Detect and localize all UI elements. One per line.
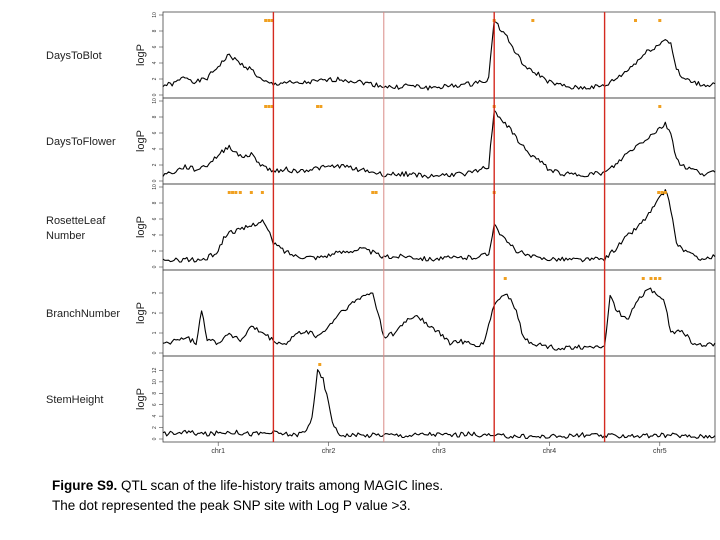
chromosome-label: chr5 xyxy=(653,448,667,455)
y-axis-label: logP xyxy=(135,44,147,66)
caption-line1: QTL scan of the life-history traits amon… xyxy=(117,478,444,493)
panel-frame xyxy=(162,11,716,99)
caption-line2: The dot represented the peak SNP site wi… xyxy=(52,498,411,513)
y-tick-label: 0 xyxy=(152,437,158,440)
y-axis-label: logP xyxy=(135,302,147,324)
y-tick-label: 2 xyxy=(152,426,158,429)
chromosome-label: chr3 xyxy=(432,448,446,455)
y-tick-label: 4 xyxy=(152,147,158,150)
panel-frame xyxy=(162,97,716,185)
panel-daystoflower: DaysToFlower logP 0 2 4 6 8 10 xyxy=(46,97,716,185)
panel-frame xyxy=(162,355,716,443)
peak-dot xyxy=(260,191,264,194)
y-axis-label: logP xyxy=(135,130,147,152)
peak-dot xyxy=(270,19,274,22)
chromosome-boundaries xyxy=(272,12,606,442)
peak-dot xyxy=(319,105,323,108)
chromosome-label: chr4 xyxy=(543,448,557,455)
panel-branchnumber: BranchNumber logP 0 1 2 3 xyxy=(46,269,716,357)
trait-label: StemHeight xyxy=(46,394,103,406)
peak-dot xyxy=(663,191,667,194)
figure-caption: Figure S9. QTL scan of the life-history … xyxy=(52,476,692,516)
y-tick-label: 6 xyxy=(152,131,158,134)
y-tick-label: 0 xyxy=(152,351,158,354)
y-tick-label: 1 xyxy=(152,331,158,334)
y-tick-label: 2 xyxy=(152,77,158,80)
trait-label: Number xyxy=(46,230,85,242)
trait-label: DaysToBlot xyxy=(46,50,102,62)
y-tick-label: 0 xyxy=(152,93,158,96)
peak-dot xyxy=(231,191,235,194)
y-tick-label: 4 xyxy=(152,61,158,64)
chromosome-label: chr1 xyxy=(211,448,225,455)
trait-label: BranchNumber xyxy=(46,308,120,320)
x-axis: chr1 chr2 chr3 chr4 chr5 xyxy=(211,442,667,455)
peak-dot xyxy=(270,105,274,108)
trait-label: DaysToFlower xyxy=(46,136,116,148)
peak-dot xyxy=(653,277,657,280)
peak-dot xyxy=(374,191,378,194)
y-tick-label: 0 xyxy=(152,179,158,182)
peak-dot xyxy=(658,105,662,108)
y-axis-label: logP xyxy=(135,216,147,238)
y-tick-label: 2 xyxy=(152,249,158,252)
peak-dot xyxy=(531,19,535,22)
y-tick-label: 8 xyxy=(152,392,158,395)
qtl-curve xyxy=(162,369,716,440)
y-tick-label: 3 xyxy=(152,291,158,294)
panel-daystoblot: DaysToBlot logP 0 2 4 6 8 10 xyxy=(46,11,716,99)
peak-dot xyxy=(249,191,253,194)
panel-frame xyxy=(162,269,716,357)
peak-dot xyxy=(227,191,231,194)
peak-dot xyxy=(318,363,322,366)
peak-dot xyxy=(371,191,375,194)
y-tick-label: 12 xyxy=(152,367,158,373)
peak-dot xyxy=(658,277,662,280)
panel-frame xyxy=(162,183,716,271)
peak-dot xyxy=(658,19,662,22)
y-tick-label: 4 xyxy=(152,415,158,418)
y-tick-label: 8 xyxy=(152,29,158,32)
y-tick-label: 8 xyxy=(152,115,158,118)
panel-rosetteleafnumber: RosetteLeaf Number logP 0 2 4 6 8 10 xyxy=(46,183,716,271)
caption-label: Figure S9. xyxy=(52,478,118,493)
y-tick-label: 10 xyxy=(152,98,158,104)
panel-stemheight: StemHeight logP 0 2 4 6 8 10 12 xyxy=(46,355,716,443)
peak-dot xyxy=(641,277,645,280)
peak-dot xyxy=(657,191,661,194)
y-tick-label: 6 xyxy=(152,217,158,220)
qtl-curve xyxy=(162,287,716,351)
peak-dot xyxy=(234,191,238,194)
y-tick-label: 8 xyxy=(152,201,158,204)
peak-dot xyxy=(238,191,242,194)
chromosome-label: chr2 xyxy=(322,448,336,455)
qtl-curve xyxy=(162,19,716,91)
peak-dot xyxy=(634,19,638,22)
y-tick-label: 6 xyxy=(152,45,158,48)
y-tick-label: 2 xyxy=(152,163,158,166)
peak-dot xyxy=(264,19,268,22)
peak-dot xyxy=(660,191,664,194)
qtl-curve xyxy=(162,189,716,263)
peak-dot xyxy=(316,105,320,108)
y-tick-label: 2 xyxy=(152,311,158,314)
peak-dot xyxy=(264,105,268,108)
y-tick-label: 6 xyxy=(152,403,158,406)
peak-dot xyxy=(649,277,653,280)
y-axis-label: logP xyxy=(135,388,147,410)
y-tick-label: 10 xyxy=(152,379,158,385)
peak-dot xyxy=(267,19,271,22)
y-tick-label: 4 xyxy=(152,233,158,236)
trait-label: RosetteLeaf xyxy=(46,215,106,227)
y-tick-label: 10 xyxy=(152,184,158,190)
qtl-curve xyxy=(162,109,716,179)
peak-dot xyxy=(503,277,507,280)
peak-dot xyxy=(267,105,271,108)
y-tick-label: 0 xyxy=(152,265,158,268)
y-tick-label: 10 xyxy=(152,12,158,18)
